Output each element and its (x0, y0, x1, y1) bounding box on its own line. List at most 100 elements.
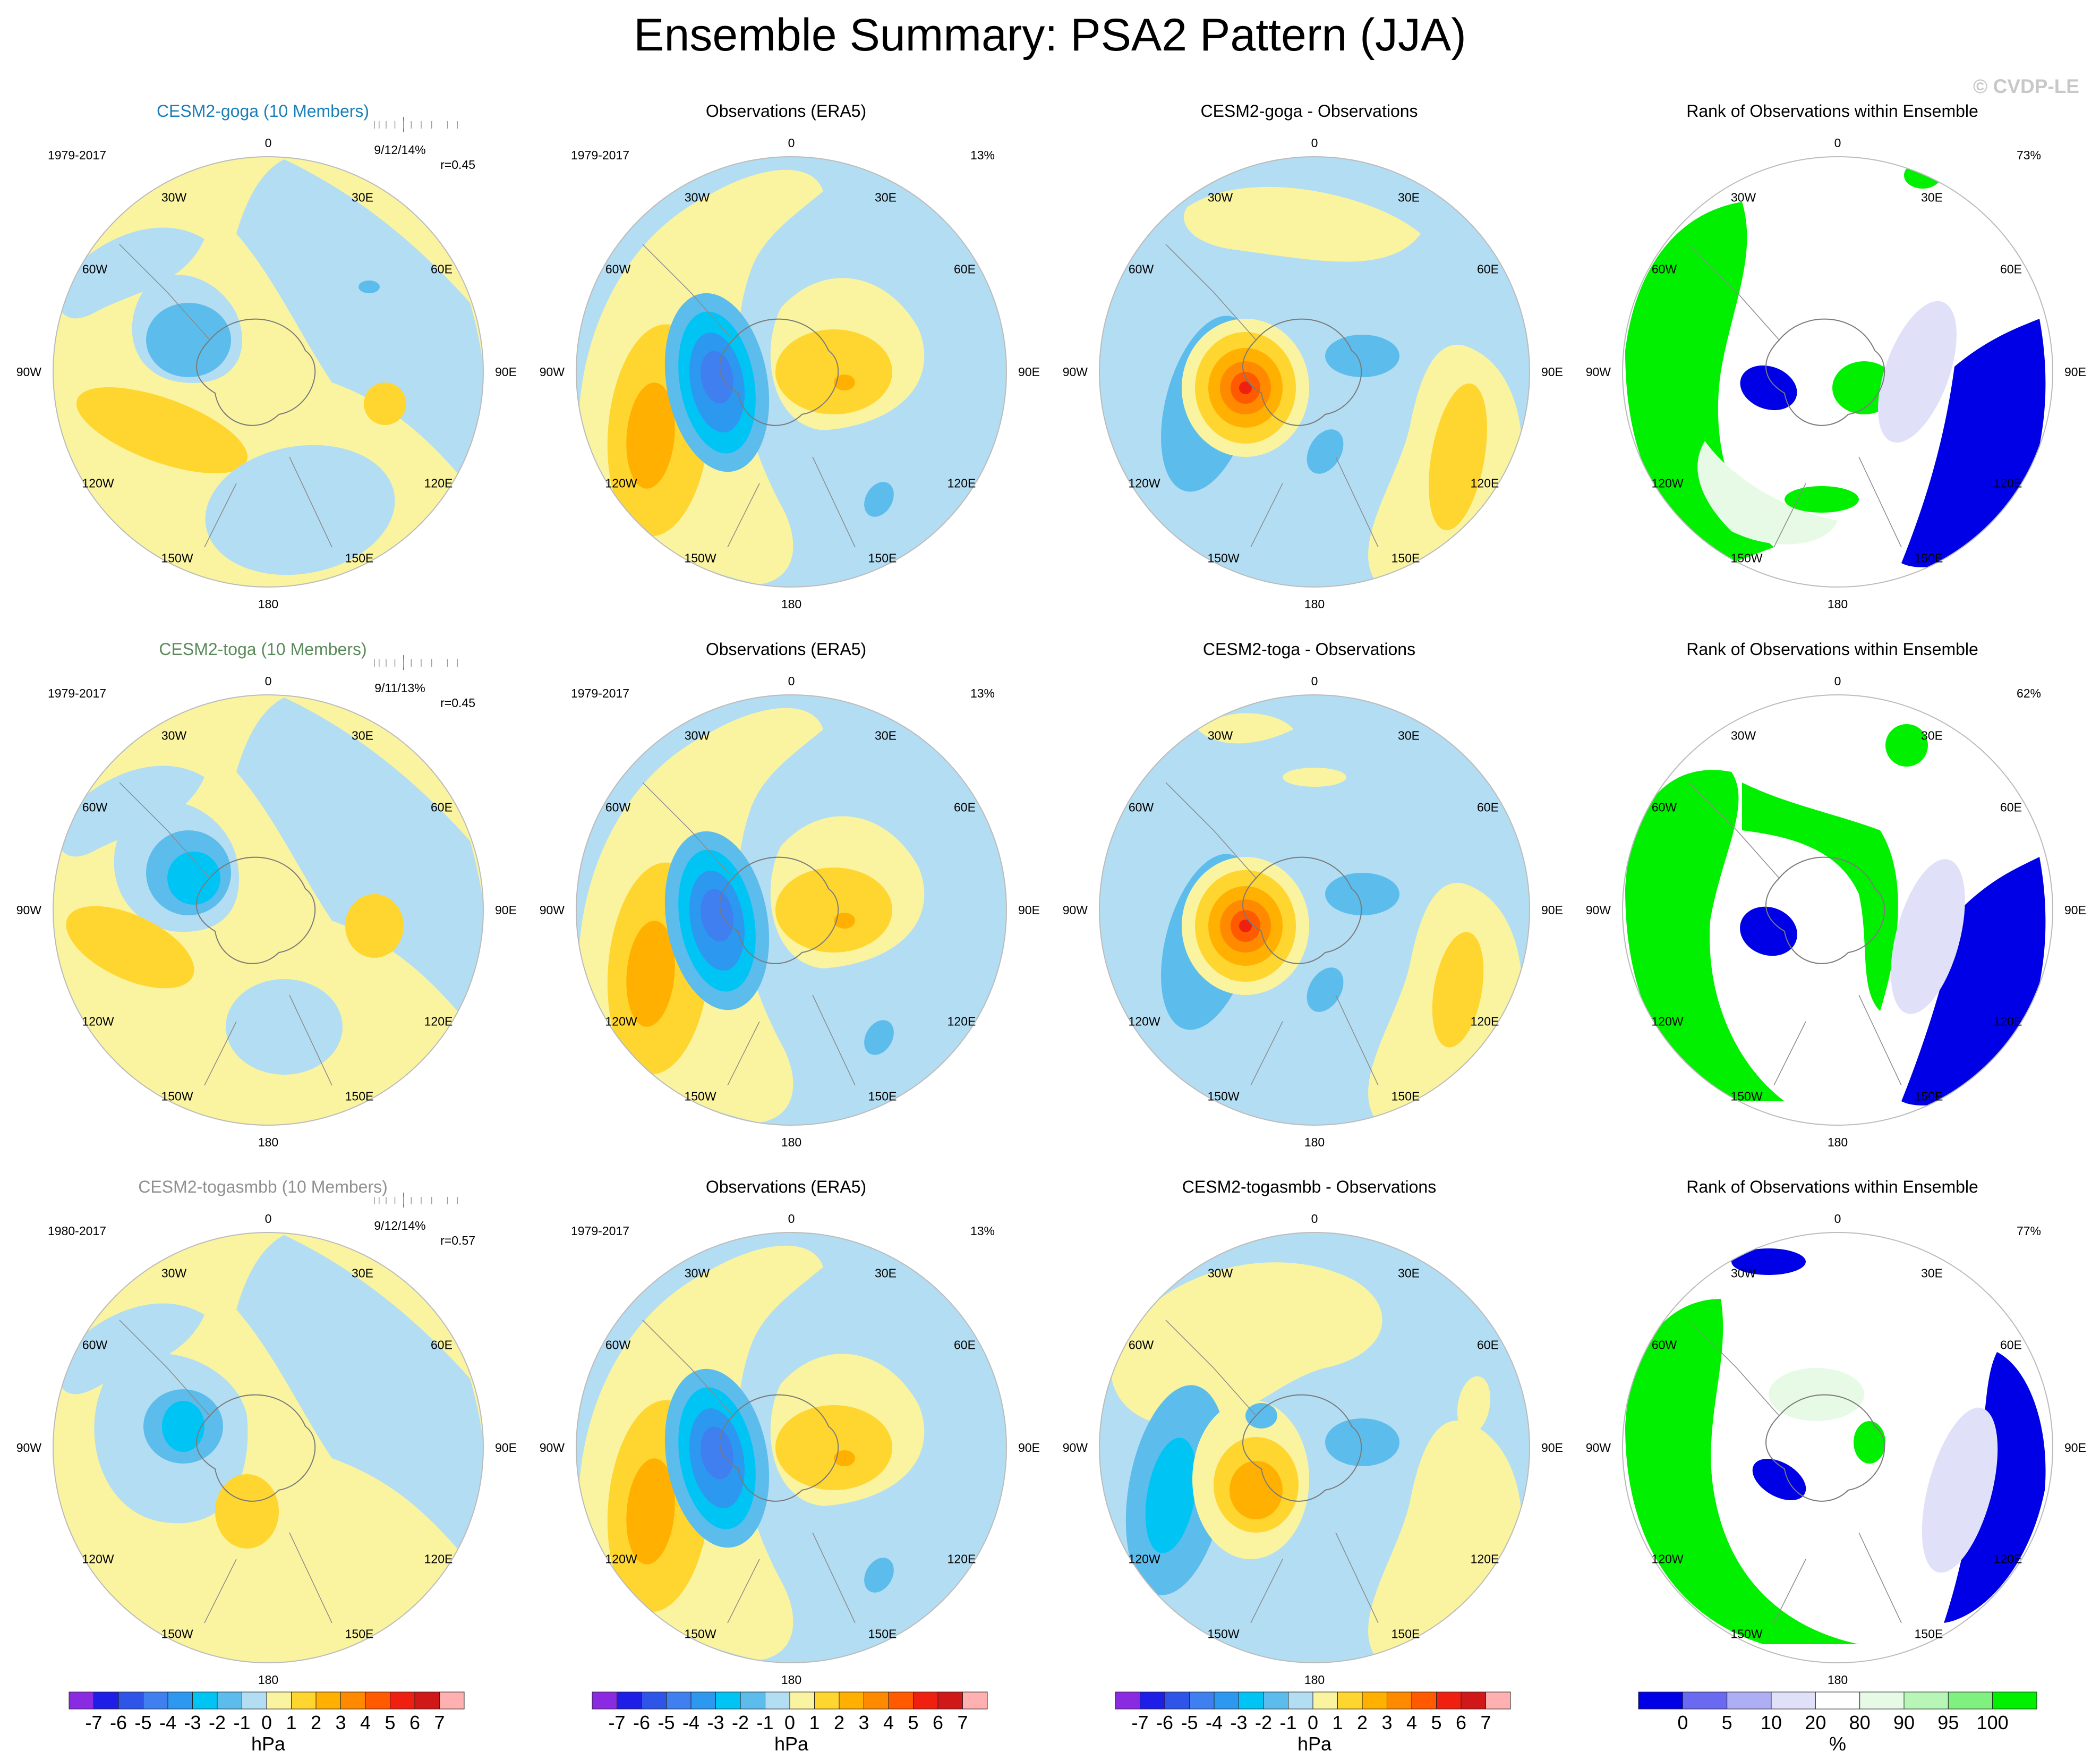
lon-label: 90E (495, 903, 517, 917)
antarctica-coastline (1242, 318, 1362, 426)
lon-label: 120W (1651, 477, 1683, 490)
positive-anomaly-region (1457, 1376, 1491, 1434)
panel-title: CESM2-toga (10 Members) (159, 640, 366, 659)
map-boundary (1099, 694, 1530, 1126)
lon-label: 90W (1586, 1441, 1611, 1455)
lon-label: 0 (265, 136, 272, 150)
colorbar-tick: -2 (1255, 1712, 1272, 1733)
lon-label: 0 (1311, 1212, 1318, 1226)
lon-label: 90W (1063, 1441, 1088, 1455)
lon-label: 30W (161, 1266, 187, 1280)
negative-anomaly-core (1325, 335, 1399, 377)
positive-anomaly-core (775, 1405, 892, 1490)
lon-label: 30W (161, 729, 187, 743)
lon-label: 90W (16, 365, 42, 379)
panel-obs-row3: 0 30E 60E 90E 120E 150E 180 150W 120W 90W 60W 30W Ob… (540, 1177, 1040, 1687)
lon-label: 90W (16, 903, 42, 917)
lon-label: 120W (1128, 1552, 1160, 1566)
colorbar-box (814, 1691, 840, 1710)
lon-label: 180 (1828, 1135, 1848, 1149)
rank-high-region (1854, 1421, 1885, 1464)
lon-label: 120W (1128, 477, 1160, 490)
panel-title: Rank of Observations within Ensemble (1686, 101, 1978, 121)
period-label: 1979-2017 (48, 686, 106, 700)
lon-label: 30W (1208, 191, 1233, 205)
rank-mid-region (1878, 301, 1957, 443)
positive-anomaly-core (775, 868, 892, 953)
rank-high-region (1904, 162, 1941, 189)
colorbar-box (1115, 1691, 1140, 1710)
negative-anomaly-region (56, 1303, 204, 1395)
lon-label: 120E (1994, 1552, 2022, 1566)
panel-grid: 0 30E 60E 90E 120E 150E 180 150W 120W 90W 60W 30W CE… (16, 101, 2086, 1687)
map-boundary (576, 694, 1007, 1126)
lon-label: 0 (788, 674, 795, 688)
positive-anomaly-core (345, 894, 404, 958)
colorbar-box (439, 1691, 465, 1710)
panel-title: Observations (ERA5) (706, 1177, 866, 1196)
lon-label: 60E (431, 1338, 453, 1352)
colorbar-tick: 0 (784, 1712, 795, 1733)
lon-label: 60W (82, 262, 108, 276)
colorbar-box (167, 1691, 193, 1710)
colorbar-tick: -6 (1156, 1712, 1173, 1733)
colorbar-box (1771, 1691, 1816, 1710)
colorbar-tick: 6 (933, 1712, 943, 1733)
lon-label: 150E (1915, 551, 1943, 565)
lon-label: 120E (1471, 477, 1499, 490)
map-disk (53, 1232, 483, 1663)
map-boundary (576, 156, 1007, 588)
lon-label: 120W (1651, 1552, 1683, 1566)
colorbar-tick: 5 (908, 1712, 918, 1733)
lon-label: 150E (1915, 1089, 1943, 1103)
map-boundary (1622, 1232, 2053, 1663)
positive-anomaly-core (1429, 383, 1487, 531)
colorbar-tick: -7 (1131, 1712, 1148, 1733)
colorbar-box (315, 1691, 341, 1710)
lon-label: 0 (265, 1212, 272, 1226)
lon-label: 60E (2000, 262, 2022, 276)
antarctica-coastline (1242, 1394, 1362, 1502)
panel-title: CESM2-toga - Observations (1203, 640, 1415, 659)
colorbar-box (1948, 1691, 1993, 1710)
lon-label: 90E (495, 1441, 517, 1455)
lon-label: 150E (1392, 551, 1420, 565)
colorbar-hpa-2: -7 -6 -5 -4 -3 -2 -1 0 1 2 3 4 5 6 7 hPa (592, 1691, 988, 1755)
member-spread-ticks (374, 1193, 458, 1208)
colorbar-tick: 4 (360, 1712, 371, 1733)
lon-label: 120W (1128, 1015, 1160, 1028)
coastline-lines (1688, 1320, 1902, 1623)
colorbar-tick: 4 (883, 1712, 894, 1733)
panel-title: CESM2-goga (10 Members) (157, 101, 369, 121)
lon-label: 30E (352, 729, 373, 743)
colorbar-tick: 3 (858, 1712, 869, 1733)
positive-anomaly-core (834, 1450, 855, 1466)
lon-label: 30E (1921, 1266, 1943, 1280)
colorbar-box (765, 1691, 790, 1710)
coastline-lines (1688, 782, 1902, 1086)
colorbar-tick: 1 (286, 1712, 296, 1733)
colorbar-box (888, 1691, 914, 1710)
colorbar-box (1387, 1691, 1412, 1710)
lon-label: 150E (868, 1627, 897, 1640)
lon-label: 90W (1063, 903, 1088, 917)
map-disk (1099, 1232, 1530, 1663)
colorbar-tick: 2 (834, 1712, 844, 1733)
coastline-lines (1688, 244, 1902, 548)
lon-label: 60W (1129, 801, 1154, 814)
lon-label: 0 (1834, 136, 1841, 150)
colorbar-box (390, 1691, 415, 1710)
negative-anomaly-core (1307, 429, 1344, 474)
colorbar-box (1461, 1691, 1486, 1710)
colorbar-box (1214, 1691, 1239, 1710)
lon-label: 90W (1063, 365, 1088, 379)
rank-mid-region (1922, 1407, 1998, 1573)
lon-label: 150E (345, 1089, 374, 1103)
lon-label: 90E (1541, 365, 1563, 379)
map-disk (1623, 695, 2053, 1125)
colorbar-tick: -3 (184, 1712, 201, 1733)
colorbar-box (839, 1691, 864, 1710)
colorbar-tick: 10 (1761, 1712, 1782, 1733)
rank-high-region (1625, 1299, 1859, 1644)
colorbar-box (1411, 1691, 1437, 1710)
